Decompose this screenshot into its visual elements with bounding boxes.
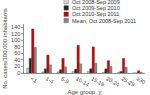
svg-text:80: 80	[14, 44, 20, 50]
svg-text:<1: <1	[30, 76, 38, 84]
svg-text:≥30: ≥30	[136, 76, 147, 86]
svg-text:Age group, y: Age group, y	[67, 89, 101, 95]
svg-text:Oct 2008-Sep 2009: Oct 2008-Sep 2009	[72, 0, 120, 5]
svg-text:20-24: 20-24	[105, 76, 120, 88]
svg-text:100: 100	[11, 37, 20, 43]
svg-text:Mean, Oct 2008-Sep 2011: Mean, Oct 2008-Sep 2011	[72, 18, 136, 24]
svg-text:0: 0	[17, 70, 20, 76]
svg-text:10-14: 10-14	[75, 76, 90, 88]
svg-text:15-19: 15-19	[90, 76, 105, 88]
svg-text:140: 140	[11, 24, 20, 30]
svg-text:60: 60	[14, 50, 20, 56]
svg-text:Oct 2009-Sep 2010: Oct 2009-Sep 2010	[72, 5, 120, 11]
svg-text:20: 20	[14, 63, 20, 69]
svg-text:120: 120	[11, 31, 20, 37]
svg-text:No. cases/100,000 inhabitants: No. cases/100,000 inhabitants	[2, 8, 8, 89]
svg-text:25-29: 25-29	[120, 76, 135, 88]
svg-text:5-9: 5-9	[60, 76, 70, 85]
svg-text:Oct 2010-Sep 2011: Oct 2010-Sep 2011	[72, 11, 119, 17]
svg-text:40: 40	[14, 57, 20, 63]
svg-text:1-4: 1-4	[45, 76, 55, 85]
